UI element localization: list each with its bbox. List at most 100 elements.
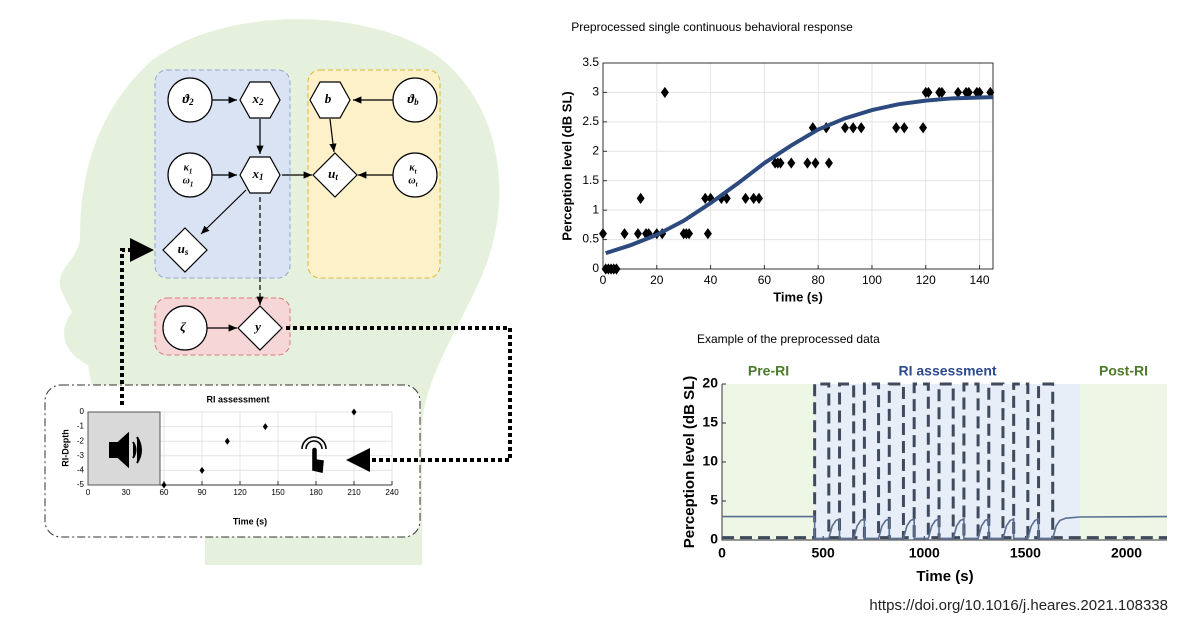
plot-frame bbox=[602, 62, 994, 270]
node bbox=[167, 152, 213, 198]
node-label-main: ω bbox=[408, 176, 415, 187]
point bbox=[199, 466, 205, 474]
y-tick-label: 2 bbox=[592, 143, 599, 157]
y-tick-label: -5 bbox=[77, 480, 85, 489]
node-label: x2 bbox=[252, 91, 265, 107]
point bbox=[161, 481, 167, 489]
x-tick-label: 40 bbox=[704, 273, 718, 287]
node bbox=[239, 156, 281, 194]
point bbox=[924, 86, 933, 99]
node-label-main: x bbox=[252, 91, 260, 106]
chart: 0 0.5 1 1.5 2 2.5 3 3.5 0 20 40 60 80 100 120 140 Prepro… bbox=[559, 20, 995, 304]
y-axis-label: Perception level (dB SL) bbox=[559, 91, 574, 241]
point bbox=[741, 192, 750, 204]
node-label-main: ϑ bbox=[407, 91, 415, 106]
point bbox=[660, 86, 669, 99]
node-label-sub: t bbox=[335, 172, 338, 182]
arrows bbox=[200, 96, 393, 332]
node bbox=[392, 77, 438, 123]
region-label: RI assessment bbox=[899, 363, 997, 379]
node-label: ut bbox=[328, 166, 338, 182]
y-tick-label: 20 bbox=[702, 375, 718, 391]
x-tick-label: 120 bbox=[916, 273, 936, 287]
point bbox=[636, 192, 645, 204]
y-tick-label: 10 bbox=[702, 453, 718, 469]
point bbox=[849, 122, 858, 134]
y-tick-label: 0 bbox=[80, 407, 85, 416]
point bbox=[841, 122, 850, 134]
node-label-main: u bbox=[328, 166, 335, 181]
region-label: Pre-RI bbox=[748, 363, 789, 379]
source: https://doi.org/10.1016/j.heares.2021.10… bbox=[869, 597, 1168, 614]
node-label-sub: 1 bbox=[189, 167, 193, 175]
point bbox=[701, 192, 710, 204]
region bbox=[1080, 384, 1167, 540]
point bbox=[755, 192, 763, 204]
point bbox=[703, 228, 712, 240]
node-label-main: ϑ bbox=[182, 91, 190, 106]
node bbox=[239, 81, 281, 119]
line bbox=[605, 95, 994, 256]
point bbox=[954, 86, 963, 99]
node-label-main: b bbox=[325, 91, 332, 106]
point bbox=[900, 122, 909, 134]
node-label-main: κ bbox=[409, 163, 415, 174]
x-tick-label: 210 bbox=[347, 488, 361, 497]
node-label: us bbox=[178, 241, 189, 257]
axes bbox=[721, 384, 1167, 541]
x-tick-label: 100 bbox=[862, 273, 882, 287]
x-tick-label: 120 bbox=[233, 488, 247, 497]
chart: Pre-RI RI assessment Post-RI 0 5 10 15 20 0 500 10… bbox=[681, 332, 1168, 585]
point bbox=[262, 423, 268, 431]
chart-title: Preprocessed single continuous behaviora… bbox=[571, 20, 853, 34]
y-tick-label: 5 bbox=[710, 492, 718, 508]
y-tick-label: 3.5 bbox=[582, 55, 599, 69]
node-label-sub: 1 bbox=[190, 180, 194, 188]
node-label-main: ω bbox=[183, 176, 190, 187]
feedback-lines bbox=[120, 238, 512, 472]
node bbox=[392, 152, 438, 198]
node bbox=[162, 227, 208, 273]
node bbox=[162, 305, 208, 351]
x-axis-label: Time (s) bbox=[233, 516, 267, 526]
y-tick-label: -1 bbox=[77, 422, 85, 431]
x-tick-label: 60 bbox=[758, 273, 772, 287]
point bbox=[975, 86, 984, 99]
node bbox=[312, 152, 358, 198]
node-label-sub: t bbox=[415, 167, 418, 175]
x-tick-label: 80 bbox=[811, 273, 825, 287]
point bbox=[803, 157, 812, 169]
point bbox=[685, 228, 694, 240]
chart-title: RI assessment bbox=[206, 394, 269, 404]
point bbox=[749, 192, 758, 204]
node-label: ωt bbox=[408, 176, 418, 188]
y-tick-label: 0.5 bbox=[582, 232, 599, 246]
node-label: x1 bbox=[252, 166, 264, 182]
y-tick-label: -4 bbox=[77, 466, 85, 475]
node-label-sub: t bbox=[416, 180, 419, 188]
y-tick-label: 3 bbox=[592, 85, 599, 99]
x-tick-label: 30 bbox=[122, 488, 131, 497]
point bbox=[857, 122, 866, 134]
y-tick-label: 2.5 bbox=[582, 114, 599, 128]
node-label-sub: s bbox=[184, 247, 189, 257]
region bbox=[815, 384, 1081, 540]
line bbox=[722, 515, 1168, 540]
point bbox=[986, 86, 995, 99]
region-label: Post-RI bbox=[1099, 363, 1148, 379]
node-label-sub: 2 bbox=[258, 97, 264, 107]
node-label: ζ bbox=[180, 319, 187, 334]
x-tick-label: 0 bbox=[600, 273, 607, 287]
y-tick-label: -3 bbox=[77, 451, 85, 460]
node-label: ω1 bbox=[183, 176, 194, 188]
node-label-main: κ bbox=[184, 163, 190, 174]
y-tick-label: -2 bbox=[77, 436, 85, 445]
x-tick-label: 140 bbox=[970, 273, 990, 287]
point bbox=[620, 228, 629, 240]
point bbox=[633, 228, 642, 240]
point bbox=[722, 192, 731, 204]
node bbox=[309, 81, 351, 119]
node-label: κt bbox=[409, 163, 417, 175]
point bbox=[964, 86, 973, 99]
